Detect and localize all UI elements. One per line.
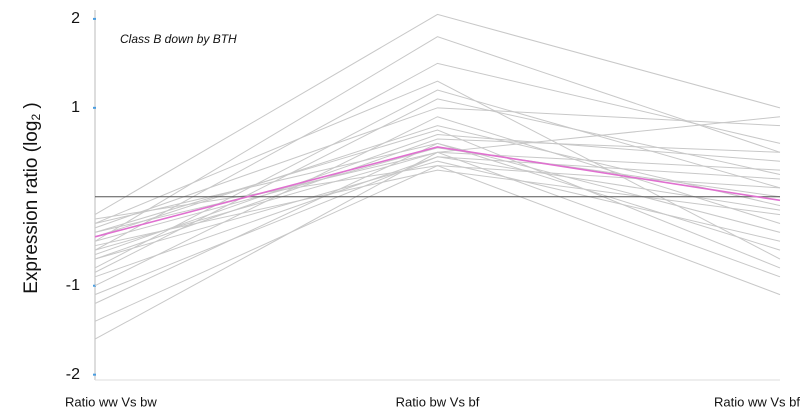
series-line <box>94 165 781 220</box>
series-line <box>94 98 781 273</box>
series-line <box>94 89 781 269</box>
series-line <box>94 156 781 296</box>
series-line <box>94 125 781 238</box>
series-line <box>94 107 781 229</box>
series-line <box>94 116 781 287</box>
series-line <box>94 165 781 322</box>
y-label-text: Expression ratio (log <box>21 121 42 294</box>
series-line <box>94 116 781 251</box>
y-tick-label: 1 <box>71 99 80 116</box>
series-line <box>94 36 781 242</box>
x-tick-label: Ratio ww Vs bf <box>714 394 800 409</box>
series-line <box>94 146 781 238</box>
x-tick-label: Ratio ww Vs bw <box>65 394 157 409</box>
y-label-end: ) <box>21 102 42 114</box>
series-line <box>94 80 781 260</box>
x-tick-label: Ratio bw Vs bf <box>396 394 480 409</box>
y-tick-label: 2 <box>71 10 80 27</box>
y-tick-label: -2 <box>66 366 80 383</box>
y-tick-label: -1 <box>66 277 80 294</box>
series-line <box>94 138 781 260</box>
series-line <box>94 160 781 260</box>
series-line <box>94 13 781 215</box>
y-axis-label: Expression ratio (log2 ) <box>21 102 43 294</box>
annotation: Class B down by BTH <box>120 32 237 46</box>
series-line <box>94 129 781 269</box>
y-label-sub: 2 <box>29 114 43 121</box>
